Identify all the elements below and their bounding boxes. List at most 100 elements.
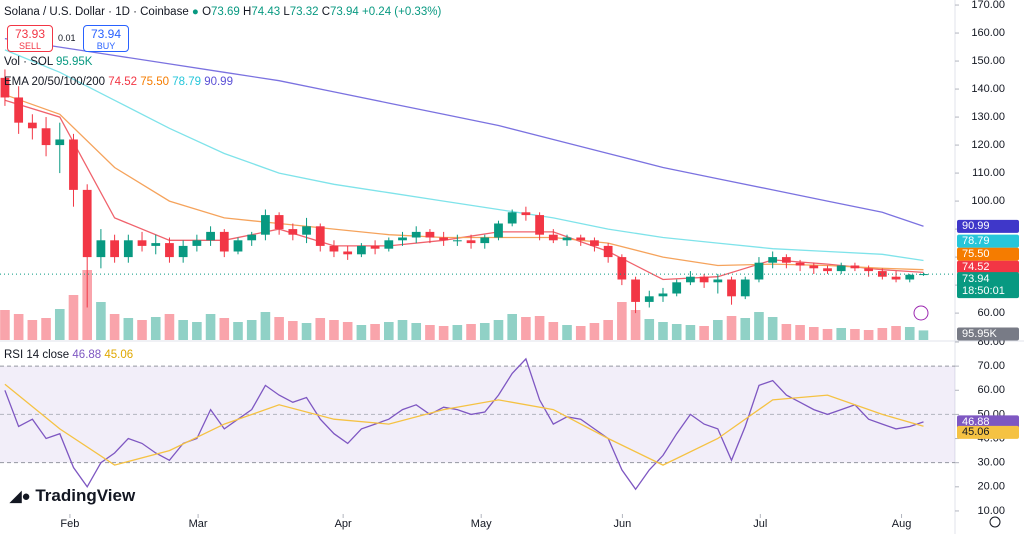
candle-body bbox=[617, 257, 627, 280]
candle-body bbox=[398, 237, 407, 241]
volume-bar bbox=[699, 326, 709, 340]
volume-bar bbox=[713, 320, 723, 340]
ema-badge bbox=[957, 260, 1019, 274]
candle-body bbox=[411, 231, 421, 238]
candle-body bbox=[151, 243, 161, 246]
volume-bar bbox=[246, 320, 257, 340]
volume-bar bbox=[96, 302, 106, 340]
sell-label: SELL bbox=[18, 41, 42, 51]
volume-bar bbox=[205, 314, 216, 340]
candle-body bbox=[548, 234, 558, 241]
buy-price: 73.94 bbox=[90, 27, 122, 41]
candle-body bbox=[768, 257, 778, 263]
candle-body bbox=[535, 215, 544, 235]
candle-body bbox=[55, 139, 65, 146]
ema-line bbox=[4, 37, 924, 227]
volume-bar bbox=[918, 330, 929, 340]
change: +0.24 (+0.33%) bbox=[362, 6, 442, 18]
buy-label: BUY bbox=[96, 41, 116, 51]
volume-bar bbox=[795, 325, 805, 340]
rsi-value: 46.88 bbox=[72, 349, 102, 361]
volume-bar bbox=[904, 327, 915, 340]
candle-body bbox=[14, 97, 24, 123]
volume-bar bbox=[260, 312, 271, 340]
volume-bar bbox=[54, 309, 65, 340]
volume-bar bbox=[479, 323, 490, 340]
volume-bar bbox=[589, 323, 600, 340]
candle-body bbox=[686, 276, 695, 283]
candle-body bbox=[919, 274, 928, 276]
y-tick-label: 70.00 bbox=[977, 360, 1005, 372]
ema-legend: EMA 20/50/100/200 74.52 75.50 78.79 90.9… bbox=[4, 76, 233, 88]
candle-body bbox=[740, 279, 750, 297]
volume-bar bbox=[644, 319, 655, 340]
candle-body bbox=[165, 243, 174, 258]
price-badge-label: 73.94 bbox=[962, 273, 990, 285]
candle-body bbox=[754, 262, 764, 280]
candle-body bbox=[247, 234, 257, 241]
volume-bar bbox=[767, 317, 778, 340]
candle-body bbox=[192, 240, 202, 246]
volume-bar bbox=[164, 314, 175, 340]
volume-bar bbox=[863, 330, 874, 340]
candle-body bbox=[809, 265, 819, 269]
rsi-ma-value: 45.06 bbox=[104, 349, 134, 361]
volume-bar bbox=[726, 316, 737, 340]
volume-bar bbox=[288, 321, 298, 340]
c-label: C bbox=[321, 6, 331, 18]
candle-body bbox=[452, 240, 462, 242]
c-value: 73.94 bbox=[330, 6, 359, 18]
y-tick-label: 100.00 bbox=[971, 195, 1005, 207]
volume-bar bbox=[13, 314, 24, 340]
candle-body bbox=[658, 293, 668, 297]
volume-bar bbox=[274, 317, 284, 340]
y-tick-label: 120.00 bbox=[971, 139, 1005, 151]
rsi-badge bbox=[957, 425, 1019, 439]
volume-bar bbox=[534, 316, 545, 340]
candle-body bbox=[137, 240, 147, 246]
x-tick-label: Jul bbox=[753, 518, 767, 530]
volume-bar bbox=[150, 317, 161, 340]
y-tick-label: 20.00 bbox=[977, 481, 1005, 493]
volume-bar bbox=[575, 326, 586, 340]
volume-bar bbox=[109, 314, 120, 340]
candle-body bbox=[0, 77, 10, 98]
o-label: O bbox=[202, 6, 212, 18]
l-value: 73.32 bbox=[289, 6, 319, 18]
volume-bar bbox=[356, 325, 367, 340]
ema-value: 75.50 bbox=[140, 76, 169, 88]
volume-bar bbox=[781, 324, 792, 340]
ema-title: EMA 20/50/100/200 bbox=[4, 76, 106, 88]
candle-body bbox=[891, 276, 901, 280]
ema-badge bbox=[957, 247, 1019, 261]
volume-bar bbox=[850, 329, 860, 340]
ema-badge-label: 74.52 bbox=[962, 261, 990, 273]
candle-body bbox=[274, 215, 284, 230]
volume-bar bbox=[836, 328, 847, 340]
ema-badge-label: 78.79 bbox=[962, 235, 990, 247]
candle-body bbox=[96, 240, 106, 258]
volume-bar bbox=[822, 329, 833, 340]
volume-bar bbox=[68, 295, 79, 340]
candle-body bbox=[727, 279, 736, 297]
candle-body bbox=[439, 237, 449, 241]
volume-name: Vol · SOL bbox=[4, 56, 53, 68]
ema-line bbox=[4, 99, 924, 281]
candle-body bbox=[576, 237, 586, 241]
y-tick-label: 110.00 bbox=[972, 167, 1005, 179]
volume-bar bbox=[438, 326, 449, 340]
candle-body bbox=[261, 215, 270, 235]
y-tick-label: 30.00 bbox=[977, 457, 1005, 469]
candle-body bbox=[795, 262, 805, 266]
buy-button[interactable]: 73.94 BUY bbox=[83, 25, 129, 52]
rsi-badge-label: 46.88 bbox=[962, 416, 990, 428]
event-icon bbox=[913, 305, 929, 321]
volume-bar bbox=[548, 322, 559, 340]
volume-bar bbox=[671, 324, 682, 340]
volume-bar bbox=[0, 310, 10, 340]
candle-body bbox=[823, 268, 832, 272]
candle-body bbox=[206, 231, 215, 241]
candle-body bbox=[82, 189, 92, 258]
candle-body bbox=[315, 226, 325, 246]
sell-button[interactable]: 73.93 SELL bbox=[7, 25, 53, 52]
